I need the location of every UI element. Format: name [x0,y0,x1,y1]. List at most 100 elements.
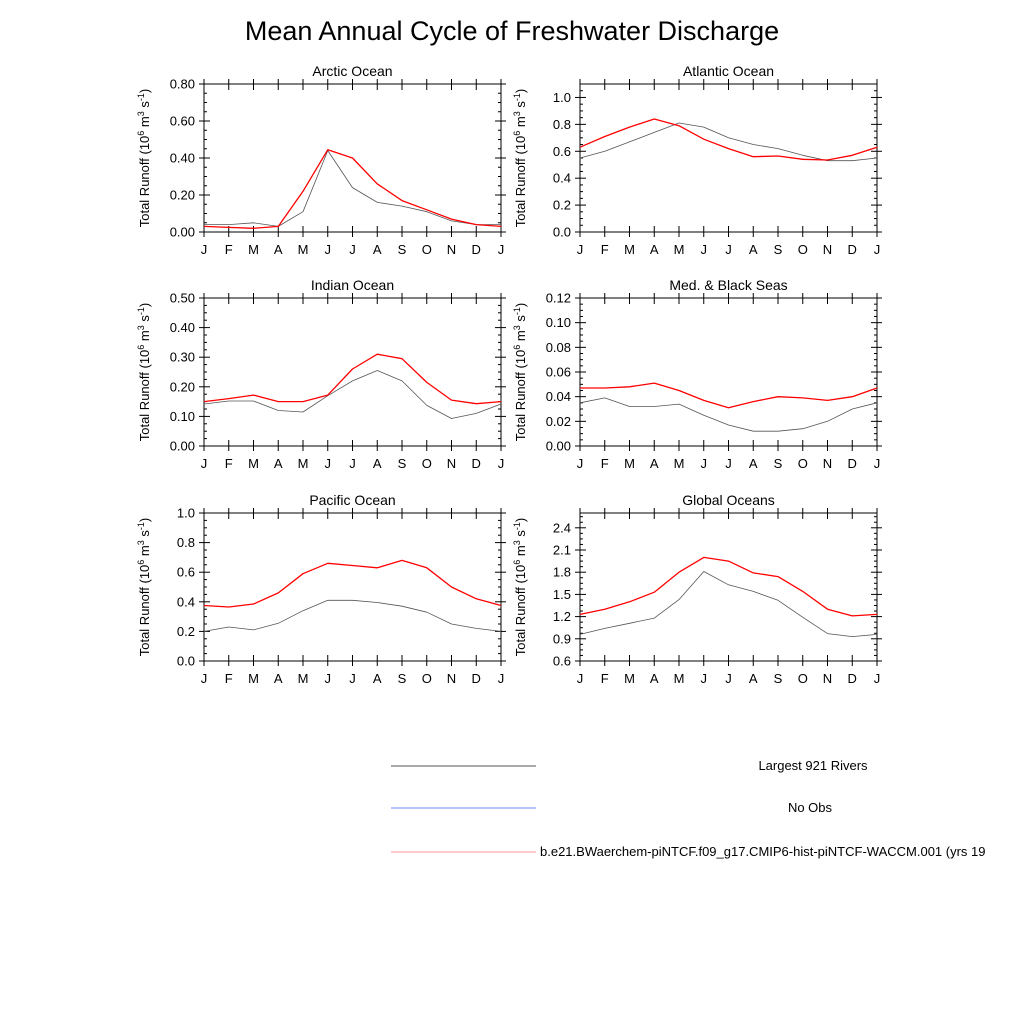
x-tick-label: M [674,242,685,257]
panel-title: Indian Ocean [311,277,394,293]
plot-frame [579,512,878,662]
x-tick-label: D [472,456,481,471]
x-tick-label: O [798,456,808,471]
x-tick-label: J [701,242,708,257]
series-line-obs [579,571,878,637]
x-tick-label: J [325,456,332,471]
series-line-obs [579,397,878,432]
x-tick-label: D [472,242,481,257]
y-tick-label: 1.0 [177,506,195,521]
y-tick-label: 2.1 [553,543,571,558]
legend-label-0: Largest 921 Rivers [758,758,868,773]
y-tick-label: 2.4 [553,520,571,535]
x-tick-label: O [798,671,808,686]
series-line-obs [579,122,878,162]
legend-label-2: b.e21.BWaerchem-piNTCF.f09_g17.CMIP6-his… [540,844,986,859]
series-line-obs [203,599,502,632]
x-tick-label: N [823,456,832,471]
x-tick-label: J [201,242,208,257]
y-tick-label: 0.06 [546,365,571,380]
x-tick-label: A [650,671,659,686]
x-tick-label: M [674,671,685,686]
x-tick-label: J [577,671,584,686]
y-tick-label: 0.20 [170,379,195,394]
x-tick-label: J [577,242,584,257]
x-tick-label: J [201,456,208,471]
x-tick-label: S [774,242,783,257]
series-line-obs [204,150,501,227]
legend: Largest 921 Rivers No Obs b.e21.BWaerchem-… [391,758,986,859]
x-tick-label: S [774,671,783,686]
series-line-model [579,556,878,617]
y-tick-label: 0.08 [546,340,571,355]
x-tick-label: A [274,671,283,686]
x-tick-label: M [298,242,309,257]
x-tick-label: J [349,456,356,471]
x-tick-label: M [624,671,635,686]
x-tick-label: S [398,242,407,257]
series-line-model [579,118,878,161]
x-tick-label: A [373,456,382,471]
x-tick-label: J [701,456,708,471]
y-tick-label: 0.10 [170,409,195,424]
x-tick-label: O [798,242,808,257]
x-tick-label: M [624,242,635,257]
y-tick-label: 0.40 [170,320,195,335]
x-tick-label: M [298,456,309,471]
x-tick-label: J [701,671,708,686]
x-tick-label: J [874,242,881,257]
plot-frame [203,512,502,662]
x-tick-label: F [225,456,233,471]
x-tick-label: J [725,242,732,257]
x-tick-label: A [650,242,659,257]
x-tick-label: J [325,671,332,686]
y-tick-label: 0.8 [553,117,571,132]
x-tick-label: J [874,671,881,686]
y-tick-label: 1.5 [553,587,571,602]
y-axis-label: Total Runoff (106 m3 s-1) [136,303,152,442]
series-line-obs [203,370,502,419]
x-tick-label: N [447,242,456,257]
x-tick-label: F [601,456,609,471]
plot-frame [203,297,502,447]
y-tick-label: 0.2 [177,624,195,639]
y-tick-label: 1.8 [553,565,571,580]
x-tick-label: M [674,456,685,471]
x-tick-label: J [498,242,505,257]
plot-frame [579,297,878,447]
y-tick-label: 0.20 [170,188,195,203]
x-tick-label: J [349,242,356,257]
x-tick-label: N [823,671,832,686]
x-tick-label: N [447,456,456,471]
x-tick-label: A [749,456,758,471]
panel-title: Pacific Ocean [309,492,395,508]
x-tick-label: D [848,456,857,471]
x-tick-label: M [248,456,259,471]
y-tick-label: 0.4 [553,171,571,186]
y-tick-label: 0.8 [177,535,195,550]
y-tick-label: 0.4 [177,594,195,609]
x-tick-label: M [624,456,635,471]
x-tick-label: O [422,456,432,471]
series-line-model [203,149,502,229]
y-tick-label: 0.00 [170,439,195,454]
x-tick-label: J [725,456,732,471]
y-tick-label: 1.2 [553,609,571,624]
x-tick-label: S [398,456,407,471]
y-tick-label: 0.9 [553,631,571,646]
x-tick-label: M [298,671,309,686]
y-tick-label: 0.6 [553,654,571,669]
x-tick-label: O [422,242,432,257]
x-tick-label: N [823,242,832,257]
series-line-model [203,559,502,608]
y-tick-label: 0.0 [177,654,195,669]
x-tick-label: S [774,456,783,471]
x-tick-label: A [749,242,758,257]
y-tick-label: 0.80 [170,77,195,92]
